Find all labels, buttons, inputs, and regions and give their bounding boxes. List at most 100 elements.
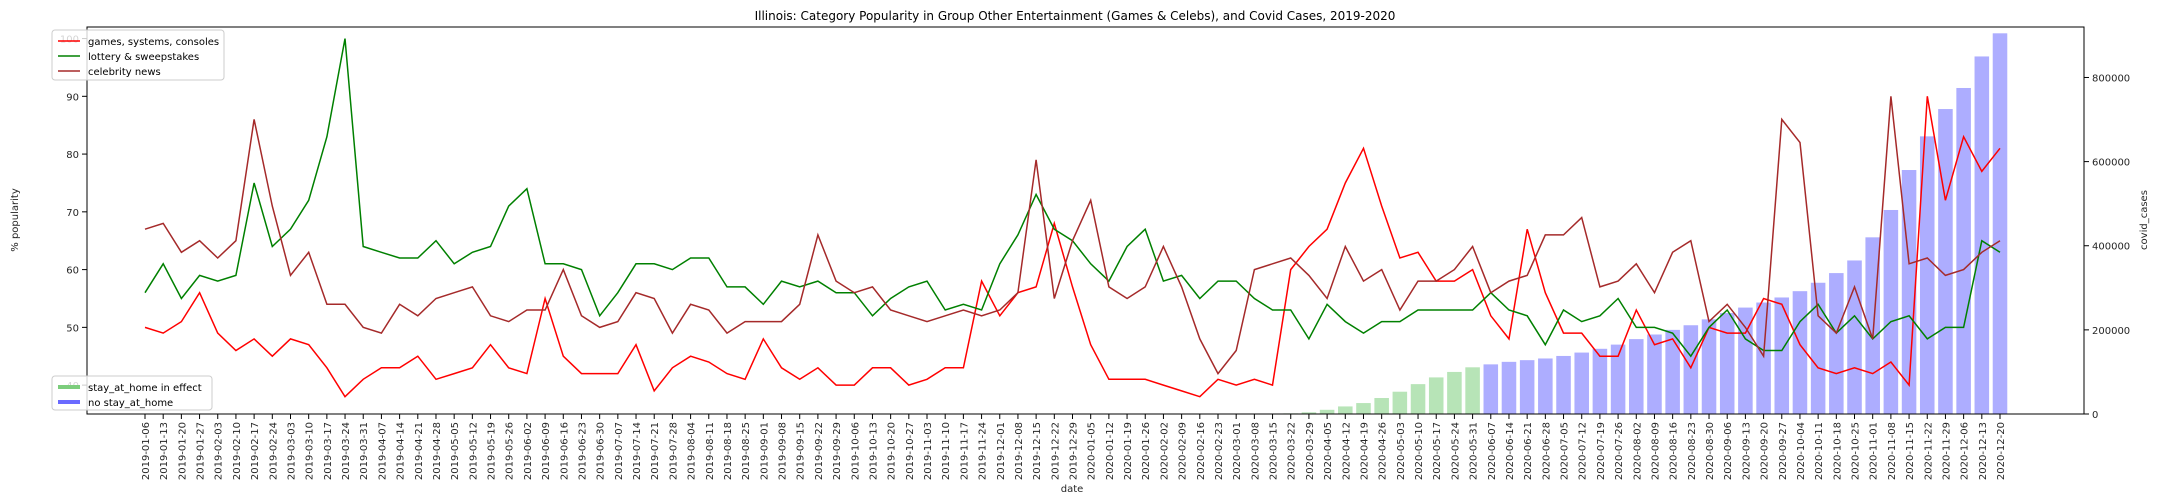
covid-bar [1974, 56, 1990, 415]
x-tick-label: 2019-03-17 [323, 422, 334, 480]
x-tick-label: 2019-10-13 [868, 422, 879, 480]
x-tick-label: 2020-12-06 [1960, 422, 1971, 480]
legend-lines: games, systems, consoles lottery & sweeps… [51, 29, 225, 81]
covid-bar [1501, 361, 1517, 414]
x-tick-label: 2019-04-14 [396, 422, 407, 480]
x-tick-label: 2019-07-28 [668, 422, 679, 480]
covid-bar [1701, 319, 1717, 414]
covid-bar [1356, 403, 1371, 414]
x-tick-label: 2020-05-17 [1432, 422, 1443, 480]
covid-bar [1629, 339, 1644, 414]
covid-bar [1883, 209, 1899, 414]
x-tick-label: 2019-11-24 [978, 422, 989, 480]
x-tick-label: 2019-02-10 [232, 422, 243, 480]
covid-bar [1556, 355, 1571, 414]
x-tick-label: 2019-09-15 [796, 422, 807, 480]
x-tick-label: 2020-01-12 [1105, 422, 1116, 480]
covid-bar [1447, 371, 1462, 414]
x-tick-label: 2020-05-03 [1396, 422, 1407, 480]
x-tick-label: 2019-06-09 [541, 422, 552, 480]
x-tick-label: 2019-09-22 [814, 422, 825, 480]
x-tick-label: 2019-05-26 [505, 422, 516, 480]
x-tick-label: 2020-04-12 [1341, 422, 1352, 480]
covid-bar [1992, 33, 2008, 414]
x-tick-label: 2019-06-30 [596, 422, 607, 480]
bar-layer [1283, 33, 2008, 415]
legend-label: games, systems, consoles [88, 37, 219, 48]
x-tick-label: 2019-08-25 [741, 422, 752, 480]
x-tick-label: 2020-12-20 [1996, 422, 2007, 480]
x-tick-label: 2020-08-30 [1705, 422, 1716, 480]
covid-bar [1374, 398, 1389, 414]
x-tick-label: 2019-07-07 [614, 422, 625, 480]
covid-bar [1683, 325, 1699, 414]
plot-frame [86, 26, 2085, 415]
x-tick-label: 2019-06-23 [577, 422, 588, 480]
x-tick-label: 2020-03-01 [1232, 422, 1243, 480]
x-tick-label: 2020-07-26 [1614, 422, 1625, 480]
x-tick-label: 2019-12-22 [1050, 422, 1061, 480]
x-tick-label: 2020-09-13 [1741, 422, 1752, 480]
x-tick-label: 2019-04-21 [414, 422, 425, 480]
x-tick-label: 2019-01-06 [141, 422, 152, 480]
legend-bars: stay_at_home in effect no stay_at_home [51, 375, 213, 411]
y2-tick-label: 600000 [2092, 158, 2130, 169]
y2-tick-label: 0 [2092, 410, 2098, 421]
x-tick-label: 2020-04-19 [1359, 422, 1370, 480]
legend-lines-box [51, 29, 225, 81]
x-tick-label: 2020-10-11 [1814, 422, 1825, 480]
covid-bar [1956, 87, 1971, 414]
x-tick-label: 2020-05-31 [1469, 422, 1480, 480]
x-tick-label: 2019-03-24 [341, 422, 352, 480]
covid-bar [1647, 334, 1662, 414]
x-tick-label: 2020-01-26 [1141, 422, 1152, 480]
x-tick-label: 2020-02-16 [1196, 422, 1207, 480]
x-tick-label: 2020-11-15 [1905, 422, 1916, 480]
x-axis: 2019-01-06 2019-01-13 2019-01-20 2019-01-27… [141, 414, 2007, 480]
y-tick-label: 70 [66, 208, 79, 219]
x-tick-label: 2019-09-29 [832, 422, 843, 480]
x-tick-label: 2019-02-24 [268, 422, 279, 480]
covid-bar [1665, 329, 1680, 414]
y-axis-label: % popularity [10, 188, 21, 252]
x-tick-label: 2020-10-04 [1796, 422, 1807, 480]
x-tick-label: 2020-08-23 [1687, 422, 1698, 480]
y-tick-label: 80 [66, 150, 79, 161]
x-axis-label: date [1061, 484, 1084, 495]
covid-bar [1774, 297, 1790, 414]
x-tick-label: 2020-03-15 [1269, 422, 1280, 480]
covid-bar [1538, 358, 1553, 414]
x-tick-label: 2019-10-20 [887, 422, 898, 480]
x-tick-label: 2020-06-07 [1487, 422, 1498, 480]
x-tick-label: 2019-03-31 [359, 422, 370, 480]
x-tick-label: 2019-12-15 [1032, 422, 1043, 480]
x-tick-label: 2020-05-10 [1414, 422, 1425, 480]
y2-tick-label: 400000 [2092, 242, 2130, 253]
covid-bar [1301, 412, 1317, 414]
legend-label: stay_at_home in effect [88, 383, 202, 394]
legend-bars-box [51, 375, 213, 411]
covid-bar [1465, 367, 1480, 414]
covid-bar [1610, 344, 1626, 414]
x-tick-label: 2020-07-05 [1560, 422, 1571, 480]
x-tick-label: 2020-02-02 [1159, 422, 1170, 480]
x-tick-label: 2020-11-01 [1869, 422, 1880, 480]
y2-axis-label: covid_cases [2139, 190, 2150, 250]
x-tick-label: 2020-09-20 [1760, 422, 1771, 480]
y-axis: 405060708090100 [60, 35, 87, 392]
covid-bar [1756, 302, 1771, 414]
x-tick-label: 2019-04-07 [377, 422, 388, 480]
x-tick-label: 2020-10-18 [1832, 422, 1843, 480]
x-tick-label: 2019-10-06 [850, 422, 861, 480]
x-tick-label: 2020-04-05 [1323, 422, 1334, 480]
x-tick-label: 2019-08-18 [723, 422, 734, 480]
x-tick-label: 2020-12-13 [1978, 422, 1989, 480]
x-tick-label: 2019-11-03 [923, 422, 934, 480]
x-tick-label: 2020-01-19 [1123, 422, 1134, 480]
x-tick-label: 2020-05-24 [1450, 422, 1461, 480]
legend-label: lottery & sweepstakes [88, 52, 199, 63]
covid-bar [1829, 273, 1844, 414]
x-tick-label: 2020-06-28 [1541, 422, 1552, 480]
x-tick-label: 2019-12-01 [996, 422, 1007, 480]
